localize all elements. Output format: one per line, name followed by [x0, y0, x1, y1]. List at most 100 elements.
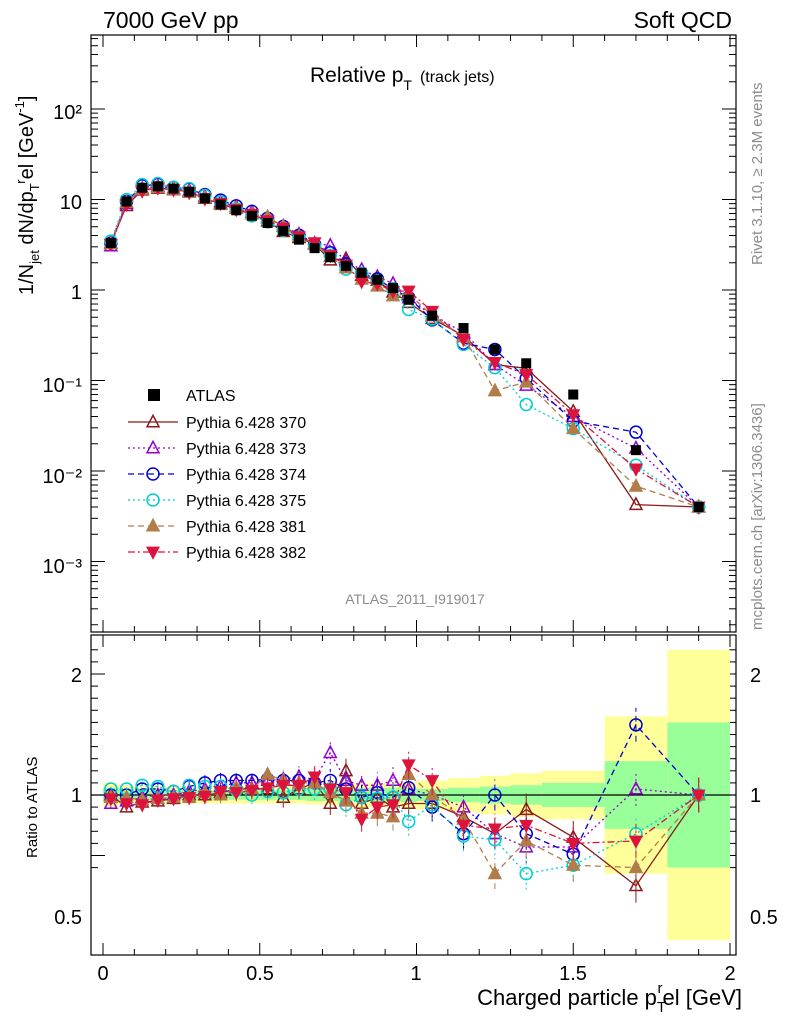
header-left: 7000 GeV pp — [103, 7, 239, 33]
data-point — [628, 496, 644, 511]
data-point — [521, 358, 532, 369]
data-point — [691, 789, 706, 803]
x-tick-label: 0.5 — [246, 963, 274, 985]
data-point — [119, 798, 134, 812]
data-point — [629, 425, 643, 439]
ratio-panel-series — [103, 707, 706, 903]
legend-label: Pythia 6.428 374 — [186, 467, 306, 484]
data-point — [401, 759, 416, 773]
data-point — [568, 389, 579, 400]
y-tick-labels-bottom: 0.5 1 2 0.5 1 2 — [54, 665, 778, 929]
data-point — [427, 310, 438, 321]
y-tick-label: 10 — [60, 192, 82, 214]
data-point — [146, 493, 160, 507]
data-point — [487, 357, 502, 371]
data-point — [628, 877, 644, 892]
y-axis-label-top: 1/Njet dN/dpTrel [GeV-1] — [12, 96, 42, 295]
data-point — [262, 217, 273, 228]
data-point — [199, 193, 210, 204]
data-point — [628, 859, 644, 874]
data-point — [628, 463, 643, 477]
x-axis-label: Charged particle pTrel [GeV] — [477, 980, 742, 1016]
data-point — [293, 234, 304, 245]
data-point — [456, 819, 471, 834]
data-point — [566, 409, 581, 423]
x-tick-label: 1.5 — [559, 963, 587, 985]
series-line — [110, 187, 699, 508]
plot-title: Relative pT (track jets) — [310, 64, 495, 93]
data-point — [146, 467, 160, 481]
legend-label: Pythia 6.428 370 — [186, 415, 306, 432]
data-point — [340, 260, 351, 271]
data-point — [338, 787, 353, 801]
data-point — [630, 445, 641, 456]
data-point — [145, 439, 161, 454]
analysis-id: ATLAS_2011_I919017 — [345, 591, 485, 607]
y-tick-label: 1 — [71, 785, 82, 807]
x-tick-label: 0 — [97, 963, 108, 985]
data-point — [628, 477, 644, 492]
data-point — [291, 779, 306, 794]
data-point — [231, 205, 242, 216]
y-tick-label: 1 — [71, 282, 82, 304]
series-line — [110, 186, 699, 508]
data-point — [260, 766, 275, 780]
data-point — [372, 274, 383, 285]
data-point — [401, 302, 416, 317]
data-point — [488, 788, 502, 802]
data-point — [487, 865, 503, 880]
data-point — [182, 792, 197, 806]
data-point — [145, 413, 161, 428]
data-point — [229, 787, 244, 801]
data-point — [307, 771, 322, 785]
data-point — [401, 795, 416, 810]
series-line — [110, 182, 700, 508]
header-right: Soft QCD — [634, 7, 732, 33]
y-tick-label: 10⁻² — [43, 466, 83, 488]
top-panel-series — [103, 176, 706, 515]
series-line — [110, 183, 700, 508]
y-tick-label-right: 1 — [750, 785, 761, 807]
legend-label: Pythia 6.428 381 — [186, 519, 306, 536]
data-point — [488, 342, 502, 357]
data-point — [168, 183, 179, 194]
data-point — [135, 799, 150, 813]
series-line — [110, 723, 700, 856]
data-point — [323, 783, 338, 797]
data-point — [309, 243, 320, 254]
data-point — [146, 546, 160, 560]
data-point — [354, 813, 369, 828]
legend-marker — [148, 389, 160, 401]
data-point — [487, 823, 502, 837]
data-point — [628, 780, 644, 795]
legend-label: Pythia 6.428 375 — [186, 493, 306, 510]
data-point — [354, 777, 369, 791]
data-point — [184, 186, 195, 197]
mcplots-label: mcplots.cern.ch [arXiv:1306.3436] — [749, 403, 766, 630]
data-point — [519, 819, 534, 834]
data-point — [566, 838, 581, 853]
data-point — [401, 285, 416, 299]
data-point — [566, 420, 581, 435]
legend: ATLAS Pythia 6.428 370 Pythia 6.428 373 Pyt… — [128, 388, 306, 562]
data-point — [103, 793, 118, 807]
data-point — [425, 775, 440, 789]
data-point — [519, 369, 534, 383]
data-point — [213, 785, 228, 800]
data-point — [356, 267, 367, 278]
data-point — [487, 382, 503, 397]
data-point — [215, 199, 226, 210]
y-tick-label: 10² — [53, 102, 82, 124]
rivet-label: Rivet 3.1.10, ≥ 2.3M events — [749, 83, 766, 266]
x-tick-label: 1 — [410, 963, 421, 985]
data-point — [566, 856, 581, 871]
legend-label: Pythia 6.428 373 — [186, 441, 306, 458]
data-point — [260, 782, 275, 796]
y-tick-label: 10⁻³ — [43, 556, 83, 578]
data-point — [456, 333, 471, 348]
data-point — [693, 502, 704, 513]
data-point — [244, 784, 259, 799]
data-point — [150, 794, 165, 808]
data-point — [278, 225, 289, 236]
data-point — [145, 517, 161, 532]
